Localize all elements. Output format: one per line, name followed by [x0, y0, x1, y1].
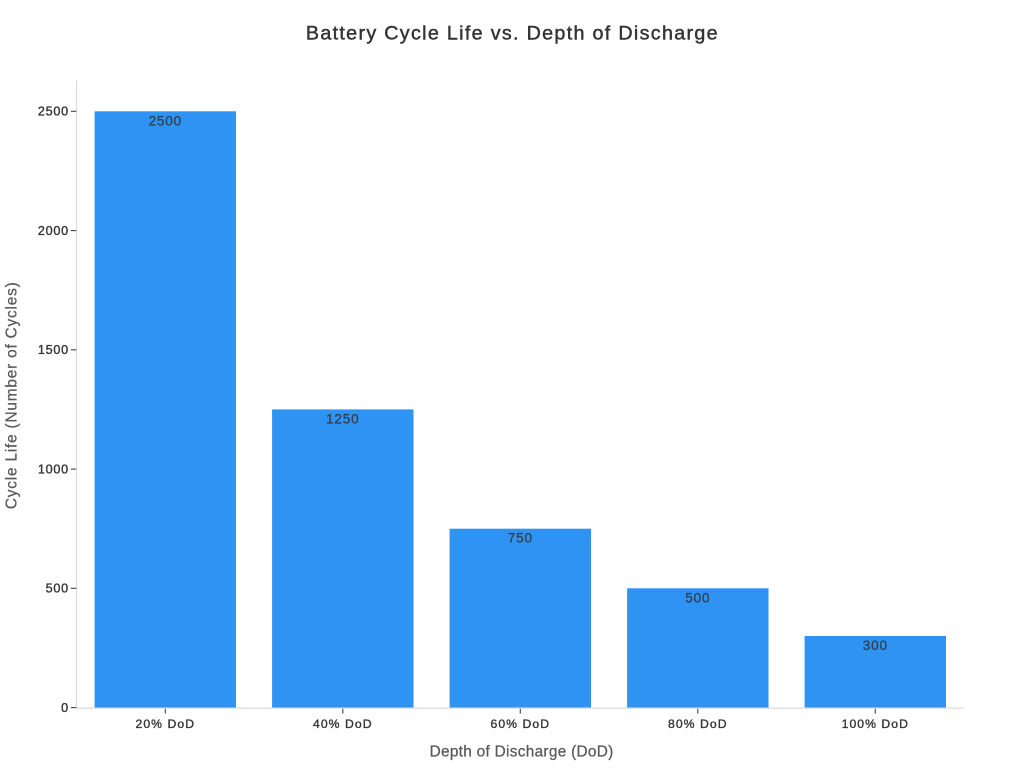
svg-text:Cycle Life (Number of Cycles): Cycle Life (Number of Cycles) [4, 281, 21, 509]
svg-text:100% DoD: 100% DoD [842, 717, 909, 731]
svg-text:500: 500 [685, 590, 710, 605]
svg-text:Depth of Discharge (DoD): Depth of Discharge (DoD) [430, 744, 614, 761]
svg-text:Battery Cycle Life vs. Depth o: Battery Cycle Life vs. Depth of Discharg… [306, 23, 719, 45]
svg-text:1500: 1500 [38, 343, 69, 357]
svg-text:1000: 1000 [38, 462, 69, 476]
svg-text:0: 0 [61, 701, 69, 715]
svg-text:750: 750 [508, 531, 533, 546]
svg-text:500: 500 [46, 582, 69, 596]
svg-text:300: 300 [863, 638, 888, 653]
svg-text:40% DoD: 40% DoD [313, 717, 373, 731]
svg-text:1250: 1250 [326, 411, 359, 426]
svg-text:2000: 2000 [38, 224, 69, 238]
svg-text:20% DoD: 20% DoD [136, 717, 196, 731]
svg-text:80% DoD: 80% DoD [668, 717, 728, 731]
svg-text:60% DoD: 60% DoD [491, 717, 551, 731]
svg-text:2500: 2500 [149, 113, 182, 128]
svg-text:2500: 2500 [38, 105, 69, 119]
